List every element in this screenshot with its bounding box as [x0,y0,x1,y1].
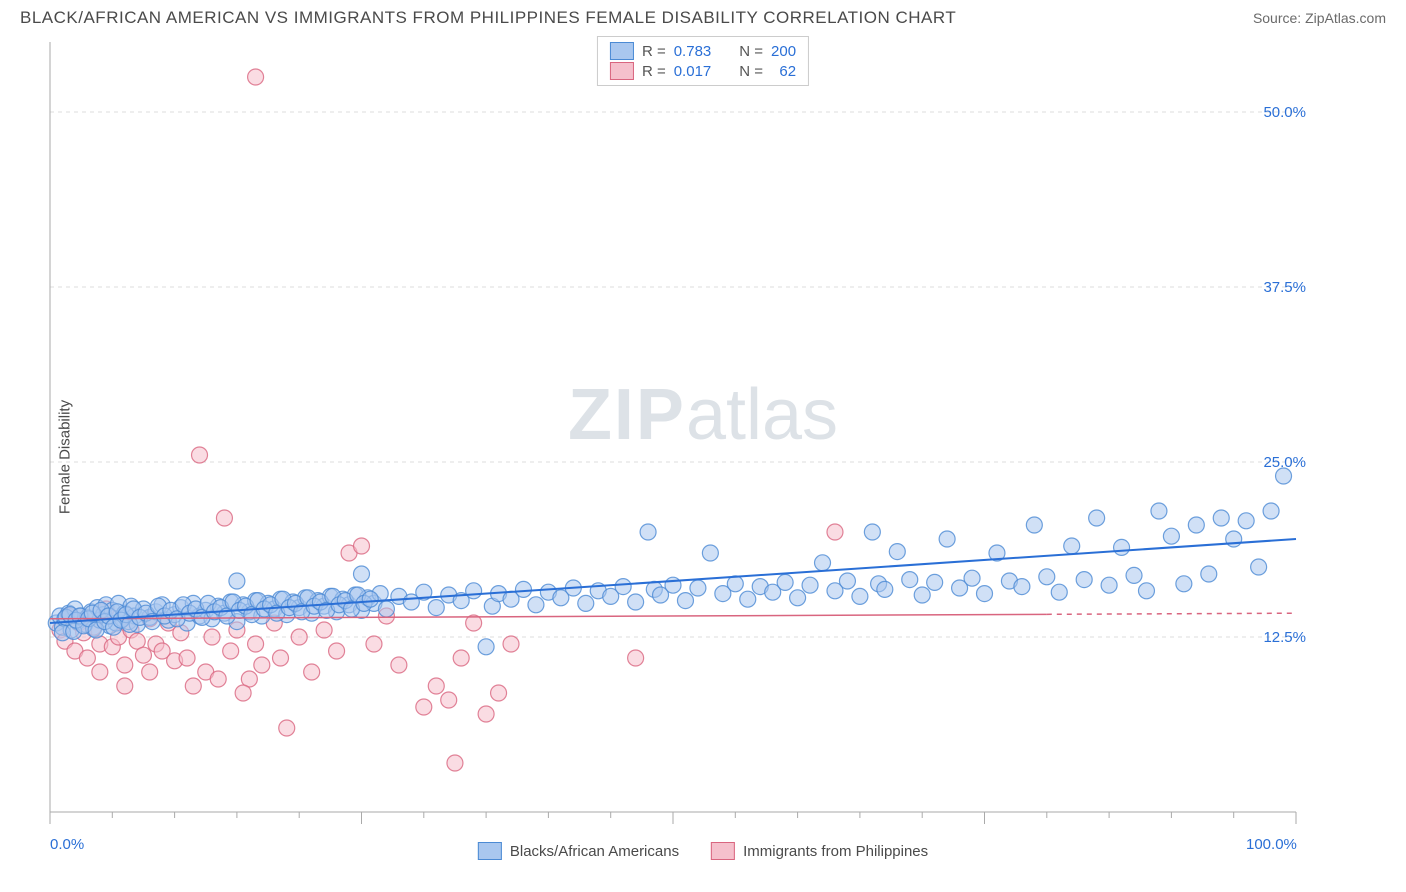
x-tick-label: 100.0% [1246,836,1297,853]
legend-top-row: R =0.783N =200 [610,41,796,61]
scatter-chart [0,32,1406,882]
y-axis-label: Female Disability [57,400,74,514]
y-tick-label: 12.5% [1263,629,1306,646]
chart-container: Female Disability ZIPatlas R =0.783N =20… [0,32,1406,882]
legend-swatch [711,842,735,860]
legend-bottom: Blacks/African Americans Immigrants from … [478,842,928,860]
legend-swatch [478,842,502,860]
legend-series-label: Blacks/African Americans [510,843,679,860]
x-tick-label: 0.0% [50,836,84,853]
y-tick-label: 37.5% [1263,279,1306,296]
y-tick-label: 25.0% [1263,454,1306,471]
legend-series-label: Immigrants from Philippines [743,843,928,860]
legend-top: R =0.783N =200R =0.017N = 62 [597,36,809,86]
legend-bottom-series: Immigrants from Philippines [711,842,928,860]
chart-source: Source: ZipAtlas.com [1253,10,1386,26]
chart-header: BLACK/AFRICAN AMERICAN VS IMMIGRANTS FRO… [0,0,1406,32]
legend-bottom-series: Blacks/African Americans [478,842,679,860]
chart-title: BLACK/AFRICAN AMERICAN VS IMMIGRANTS FRO… [20,8,956,28]
legend-top-row: R =0.017N = 62 [610,61,796,81]
legend-swatch [610,62,634,80]
y-tick-label: 50.0% [1263,104,1306,121]
legend-swatch [610,42,634,60]
